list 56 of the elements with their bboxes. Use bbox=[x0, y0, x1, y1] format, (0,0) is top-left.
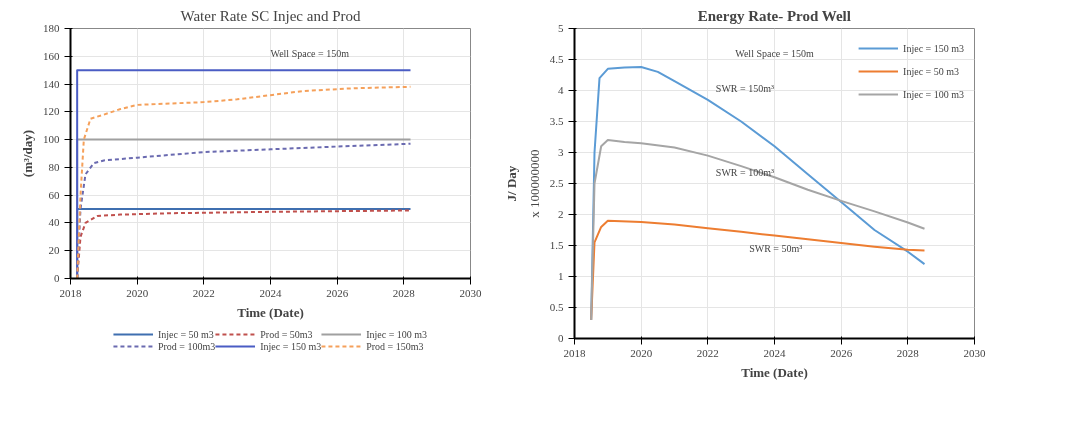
y-tick-label: 3 bbox=[558, 146, 564, 158]
text: x 100000000 bbox=[526, 149, 542, 218]
y-tick-label: 0 bbox=[558, 332, 564, 344]
legend-label: Injec = 100 m3 bbox=[366, 328, 428, 340]
y-tick-label: 4.5 bbox=[549, 53, 564, 65]
y-tick-label: 0 bbox=[54, 272, 60, 284]
x-tick-label: 2028 bbox=[896, 346, 920, 359]
y-tick-label: 3.5 bbox=[549, 115, 564, 127]
legend-label: Injec = 50 m3 bbox=[157, 328, 214, 340]
x-tick-label: 2018 bbox=[59, 286, 82, 299]
x-tick-label: 2030 bbox=[459, 286, 482, 299]
y-tick-label: 2 bbox=[558, 208, 564, 220]
y-tick-label: 60 bbox=[48, 188, 60, 201]
legend-label: Prod = 150m3 bbox=[366, 340, 424, 352]
y-tick-label: 120 bbox=[43, 105, 60, 118]
x-tick-label: 2026 bbox=[830, 346, 853, 359]
y-tick-label: 140 bbox=[43, 77, 60, 90]
annotation: Well Space = 150m bbox=[735, 47, 814, 59]
x-tick-label: 2020 bbox=[126, 286, 149, 299]
y-tick-label: 180 bbox=[43, 22, 60, 34]
annotation: SWR = 150m³ bbox=[715, 82, 774, 94]
y-tick-label: 4 bbox=[558, 84, 564, 96]
y-tick-label: 1 bbox=[558, 270, 564, 282]
legend-label: Injec = 100 m3 bbox=[903, 88, 964, 100]
x-tick-label: 2026 bbox=[326, 286, 349, 299]
y-tick-label: 20 bbox=[48, 244, 60, 257]
y-tick-label: 40 bbox=[48, 216, 60, 229]
y-tick-label: 100 bbox=[43, 133, 60, 146]
legend-label: Prod = 50m3 bbox=[260, 328, 313, 340]
y-axis-title: (m³/day) bbox=[20, 129, 35, 178]
chart-title: Water Rate SC Injec and Prod bbox=[180, 7, 361, 24]
y-tick-label: 2.5 bbox=[549, 177, 564, 189]
x-tick-label: 2024 bbox=[259, 286, 282, 299]
x-tick-label: 2018 bbox=[563, 346, 586, 359]
y-tick-label: 160 bbox=[43, 49, 60, 62]
x-tick-label: 2022 bbox=[696, 346, 719, 359]
x-tick-label: 2028 bbox=[392, 286, 416, 299]
annotation: SWR = 50m³ bbox=[749, 242, 803, 254]
chart-title: Energy Rate- Prod Well bbox=[697, 7, 851, 24]
y-tick-label: 1.5 bbox=[549, 239, 564, 251]
annotation: SWR = 100m³ bbox=[715, 166, 774, 178]
legend-label: Injec = 50 m3 bbox=[903, 65, 959, 77]
legend-label: Injec = 150 m3 bbox=[260, 340, 322, 352]
x-axis-title: Time (Date) bbox=[741, 364, 808, 380]
x-tick-label: 2024 bbox=[763, 346, 786, 359]
x-tick-label: 2020 bbox=[630, 346, 653, 359]
x-tick-label: 2022 bbox=[192, 286, 215, 299]
y-axis-title: J/ Day bbox=[503, 165, 519, 202]
legend-label: Injec = 150 m3 bbox=[903, 42, 964, 54]
y-tick-label: 5 bbox=[558, 22, 564, 34]
legend-label: Prod = 100m3 bbox=[157, 340, 216, 352]
y-tick-label: 80 bbox=[48, 160, 60, 173]
x-tick-label: 2030 bbox=[963, 346, 986, 359]
y-tick-label: 0.5 bbox=[549, 301, 564, 313]
annotation: Well Space = 150m bbox=[270, 47, 350, 59]
x-axis-title: Time (Date) bbox=[237, 304, 304, 320]
